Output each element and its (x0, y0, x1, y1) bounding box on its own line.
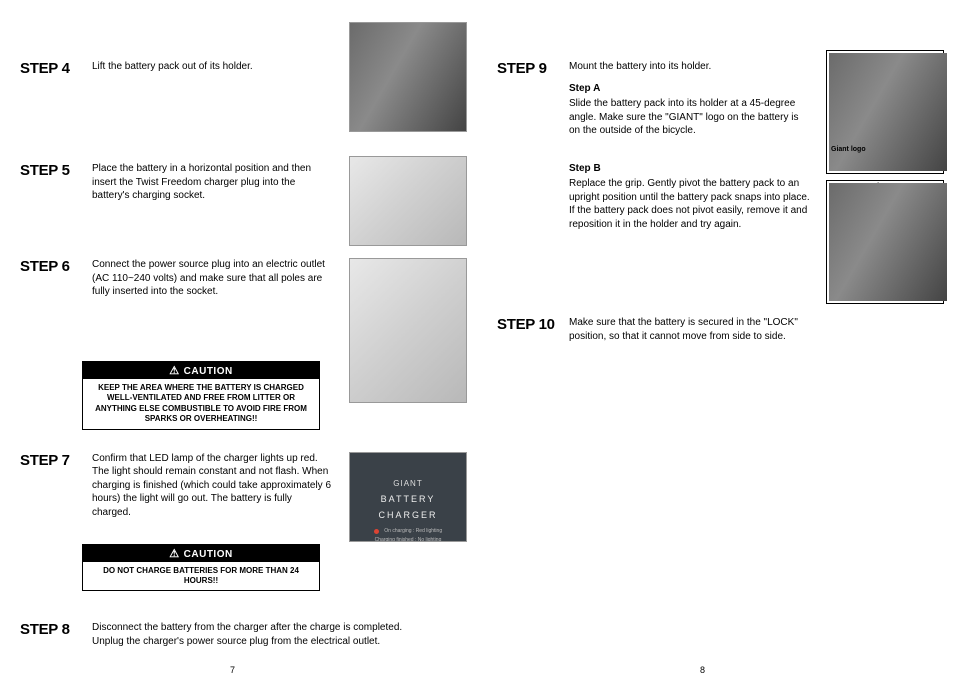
left-page: STEP 4 Lift the battery pack out of its … (20, 20, 467, 660)
step-8-row: STEP 8 Disconnect the battery from the c… (20, 621, 467, 648)
step-10-label: STEP 10 (497, 316, 559, 333)
step-9-images: Step A Giant logo Step B Grip (826, 50, 944, 304)
step-9a-head: Step A (569, 82, 810, 96)
step-9-text: Mount the battery into its holder. Step … (569, 60, 816, 231)
caution-2-header: CAUTION (83, 545, 319, 562)
charger-line2: Charging finished : No lighting (375, 537, 442, 541)
step-4-text: Lift the battery pack out of its holder. (92, 60, 339, 74)
caution-2-body: DO NOT CHARGE BATTERIES FOR MORE THAN 24… (83, 562, 319, 591)
charge-led-icon (374, 529, 379, 534)
caution-box-2: CAUTION DO NOT CHARGE BATTERIES FOR MORE… (82, 544, 320, 592)
step-5-text: Place the battery in a horizontal positi… (92, 162, 339, 203)
step-7-row: STEP 7 Confirm that LED lamp of the char… (20, 452, 467, 542)
page-number-right: 8 (700, 665, 705, 675)
step-10-row: STEP 10 Make sure that the battery is se… (497, 316, 944, 343)
step-6-text: Connect the power source plug into an el… (92, 258, 339, 299)
step-9-label: STEP 9 (497, 60, 559, 77)
step-8-label: STEP 8 (20, 621, 82, 638)
step-6-image (349, 258, 467, 403)
step-9a-annot: Giant logo (831, 146, 866, 153)
step-4-image (349, 22, 467, 132)
step-7-text: Confirm that LED lamp of the charger lig… (92, 452, 339, 520)
step-9a-text: Slide the battery pack into its holder a… (569, 98, 798, 136)
right-page: STEP 9 Mount the battery into its holder… (497, 20, 944, 660)
outlet-photo (349, 258, 467, 403)
step-5-label: STEP 5 (20, 162, 82, 179)
step-10-text: Make sure that the battery is secured in… (569, 316, 816, 343)
step-9-intro: Mount the battery into its holder. (569, 61, 711, 72)
step-9b-image-box: Step B Grip (826, 180, 944, 304)
charger-brand: GIANT (350, 477, 466, 491)
step-4-row: STEP 4 Lift the battery pack out of its … (20, 60, 467, 132)
step-5-row: STEP 5 Place the battery in a horizontal… (20, 162, 467, 246)
caution-1-header: CAUTION (83, 362, 319, 379)
page-number-left: 7 (230, 665, 235, 675)
step-4-label: STEP 4 (20, 60, 82, 77)
step-6-label: STEP 6 (20, 258, 82, 275)
step-9b-text: Replace the grip. Gently pivot the batte… (569, 178, 810, 230)
step-9-row: STEP 9 Mount the battery into its holder… (497, 60, 944, 304)
step-9a-photo (829, 53, 947, 171)
caution-1-body: KEEP THE AREA WHERE THE BATTERY IS CHARG… (83, 379, 319, 429)
charger-line1: On charging : Red lighting (384, 528, 442, 534)
step-9a-image-box: Step A Giant logo (826, 50, 944, 174)
charger-panel-photo: GIANT BATTERY CHARGER On charging : Red … (349, 452, 467, 542)
step-9b-photo (829, 183, 947, 301)
caution-box-1: CAUTION KEEP THE AREA WHERE THE BATTERY … (82, 361, 320, 430)
step-7-image: GIANT BATTERY CHARGER On charging : Red … (349, 452, 467, 542)
charger-plug-photo (349, 156, 467, 246)
step-5-image (349, 156, 467, 246)
step-7-label: STEP 7 (20, 452, 82, 469)
charger-title: BATTERY CHARGER (350, 491, 466, 523)
step-8-text: Disconnect the battery from the charger … (92, 621, 432, 648)
battery-lift-photo (349, 22, 467, 132)
step-9b-head: Step B (569, 162, 810, 176)
